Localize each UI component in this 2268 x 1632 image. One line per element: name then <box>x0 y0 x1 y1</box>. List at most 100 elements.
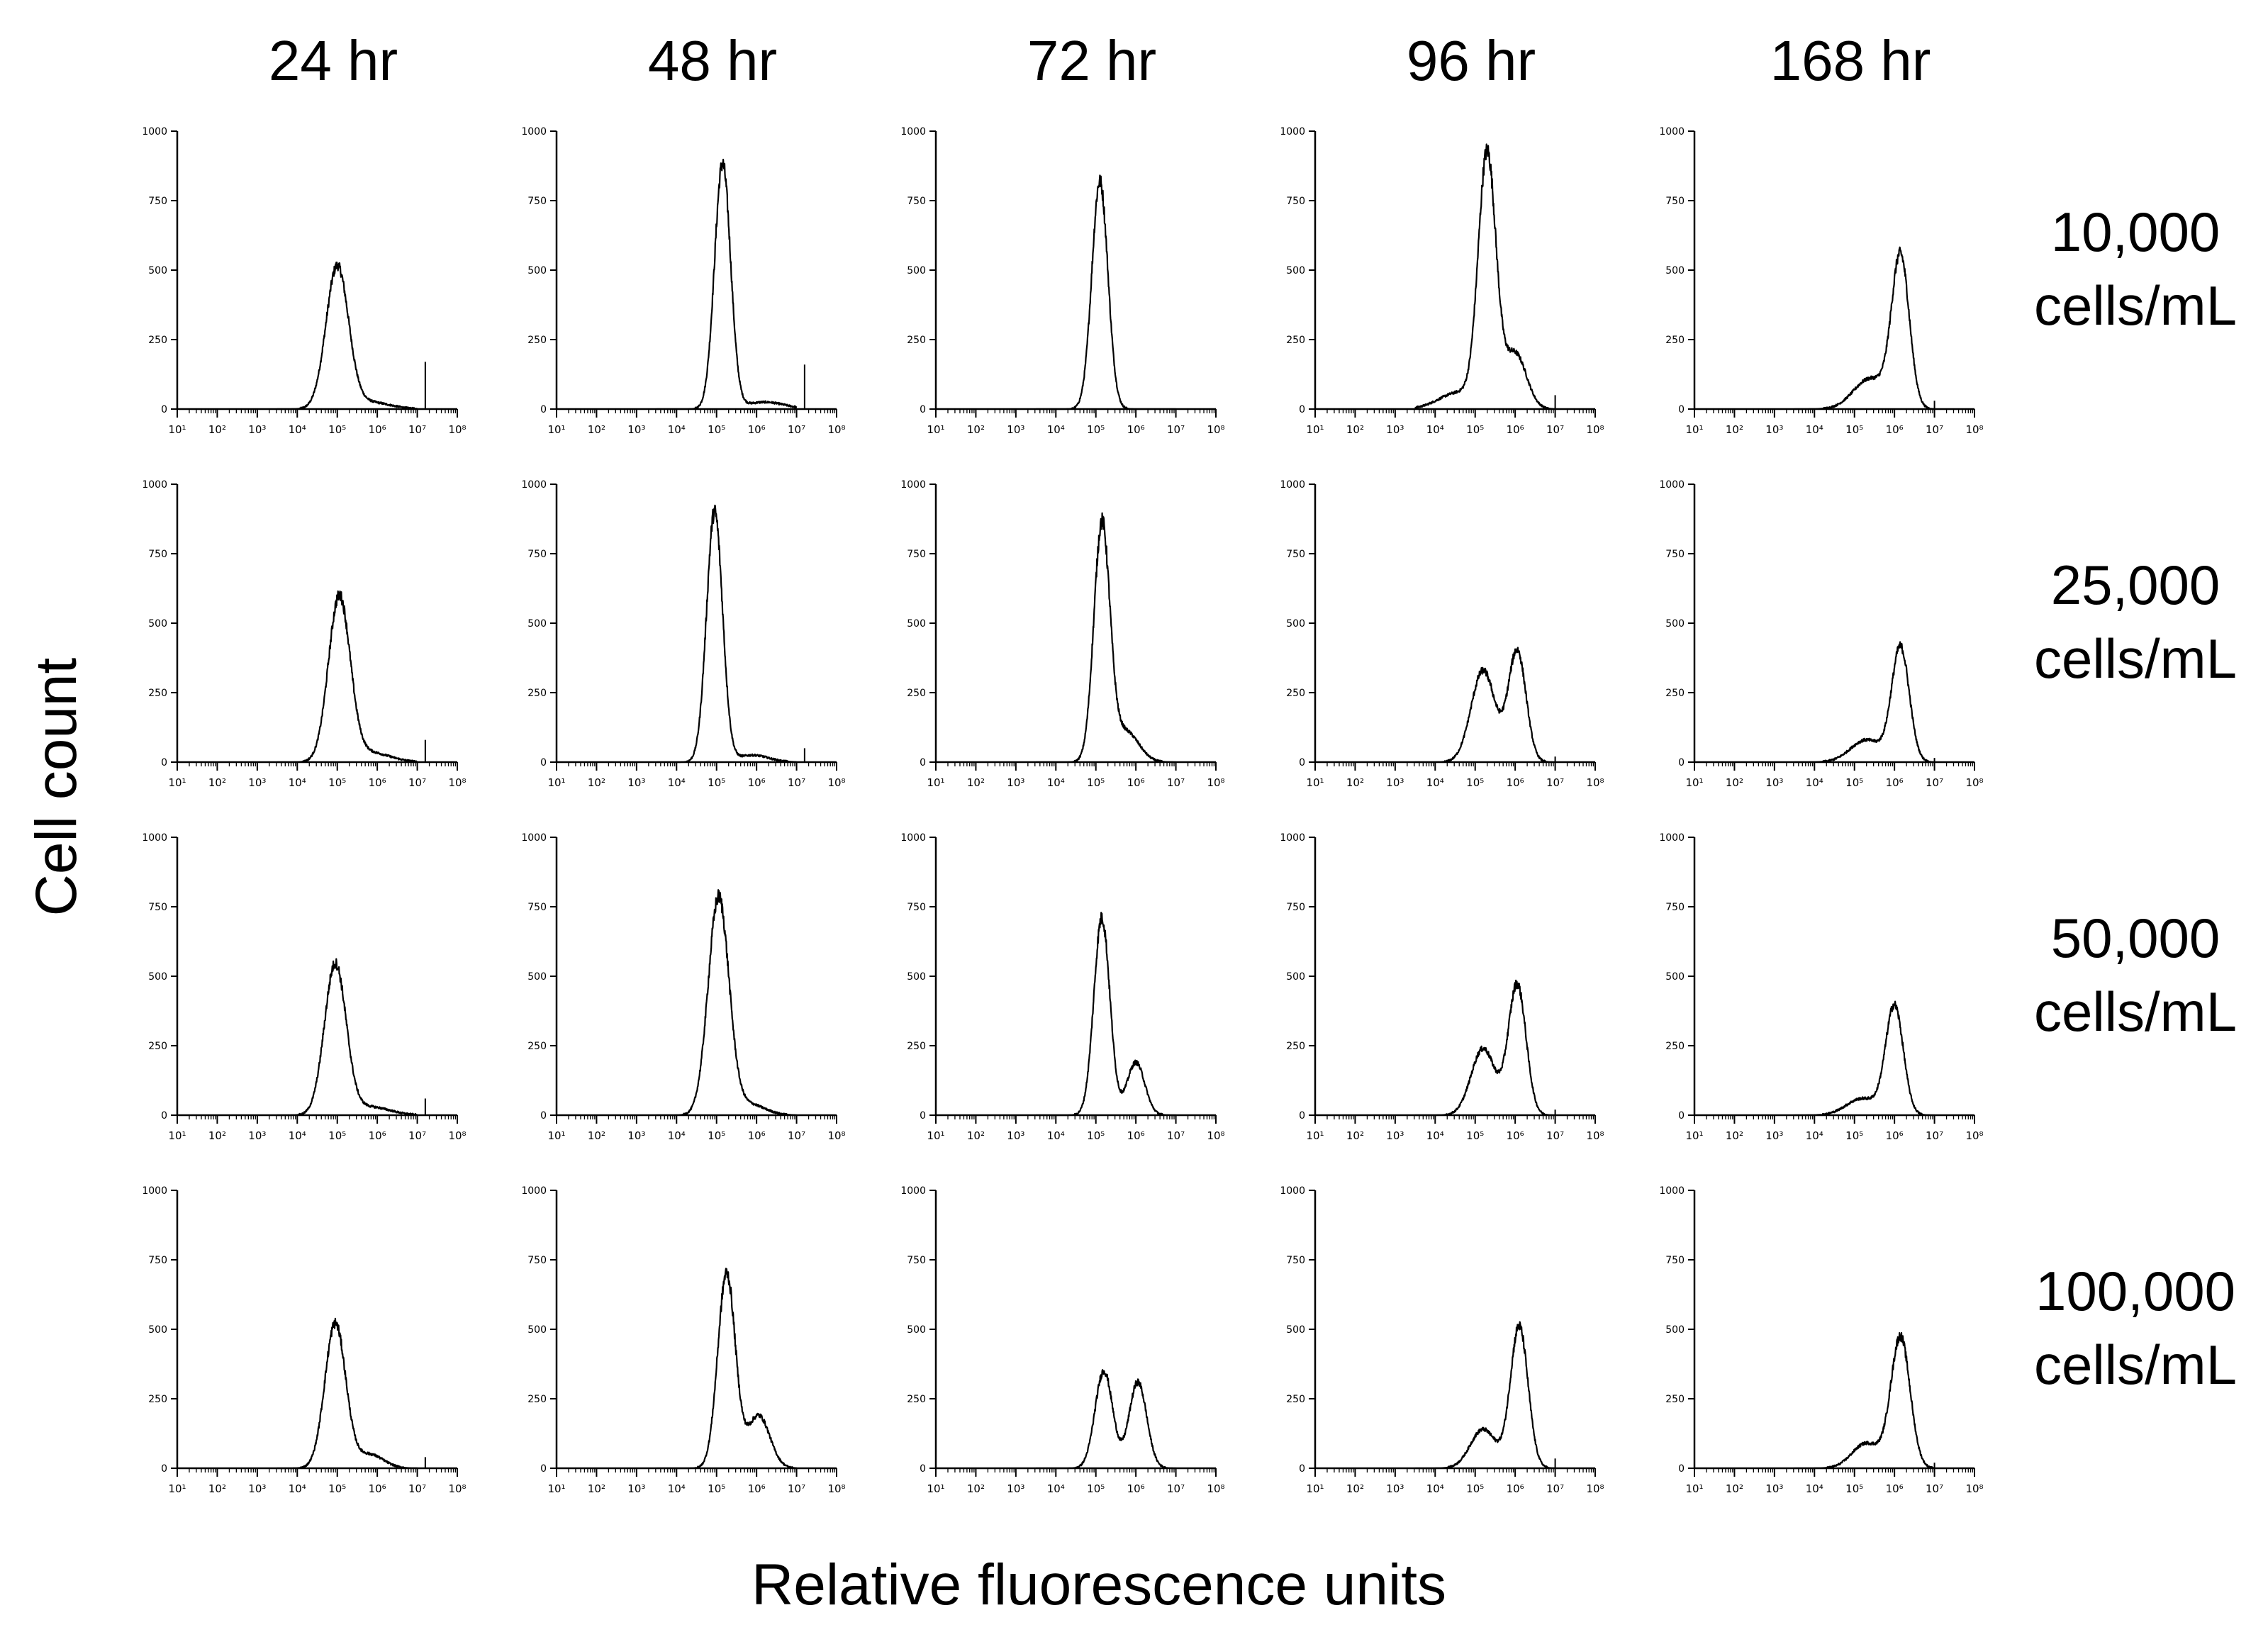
x-tick-label: 10⁵ <box>1845 423 1863 436</box>
y-tick-label: 500 <box>1286 1324 1305 1336</box>
y-tick-label: 750 <box>907 196 926 207</box>
x-tick-label: 10⁴ <box>1806 776 1823 789</box>
x-tick-label: 10⁶ <box>1886 1129 1904 1142</box>
x-tick-label: 10⁴ <box>1426 776 1444 789</box>
y-tick-label: 500 <box>907 1324 926 1336</box>
x-tick-label: 10⁸ <box>1965 423 1983 436</box>
y-tick-label: 1000 <box>900 832 926 844</box>
y-tick-label: 500 <box>148 618 167 630</box>
x-tick-label: 10⁵ <box>1087 423 1105 436</box>
x-tick-label: 10² <box>967 776 985 789</box>
x-tick-label: 10¹ <box>168 1129 186 1142</box>
x-tick-label: 10⁴ <box>668 1129 686 1142</box>
y-tick-label: 1000 <box>1659 126 1685 138</box>
y-tick-label: 1000 <box>142 126 167 138</box>
x-tick-label: 10³ <box>627 1129 645 1142</box>
row-label-50000: 50,000 cells/mL <box>1994 901 2268 1049</box>
y-tick-label: 250 <box>1286 1041 1305 1052</box>
x-tick-label: 10⁸ <box>448 423 466 436</box>
x-tick-label: 10⁴ <box>1806 1129 1823 1142</box>
histogram-curve <box>1414 143 1556 410</box>
y-tick-label: 250 <box>1286 1394 1305 1405</box>
y-tick-label: 750 <box>148 549 167 560</box>
y-tick-label: 250 <box>907 1041 926 1052</box>
x-tick-label: 10² <box>588 1129 605 1142</box>
panel-r2-c1: 0 250 500 750 1000 10¹ 10² 10³ 10⁴ 10⁵ 10⁶ 10⁷ 10⁸ <box>142 479 466 789</box>
panel-r3-c1: 0 250 500 750 1000 10¹ 10² 10³ 10⁴ 10⁵ 10⁶ 10⁷ 10⁸ <box>142 832 466 1142</box>
x-tick-label: 10⁶ <box>1886 776 1904 789</box>
y-tick-label: 750 <box>1286 549 1305 560</box>
panel-r4-c1: 0 250 500 750 1000 10¹ 10² 10³ 10⁴ 10⁵ 10⁶ 10⁷ 10⁸ <box>142 1185 466 1495</box>
x-tick-label: 10⁵ <box>328 1482 346 1495</box>
y-tick-label: 500 <box>1286 971 1305 983</box>
x-tick-label: 10² <box>588 1482 605 1495</box>
x-tick-label: 10⁴ <box>1426 1129 1444 1142</box>
x-tick-label: 10⁷ <box>788 423 805 436</box>
column-title-168hr: 168 hr <box>1770 29 1931 92</box>
y-tick-label: 750 <box>1665 1255 1685 1266</box>
y-tick-label: 500 <box>907 265 926 276</box>
x-tick-label: 10⁶ <box>748 423 766 436</box>
y-tick-label: 0 <box>161 1110 167 1122</box>
panel-r1-c4: 0 250 500 750 1000 10¹ 10² 10³ 10⁴ 10⁵ 10⁶ 10⁷ 10⁸ <box>1280 126 1604 436</box>
x-tick-label: 10⁸ <box>1965 776 1983 789</box>
y-tick-label: 1000 <box>1659 1185 1685 1197</box>
x-tick-label: 10⁷ <box>1926 423 1943 436</box>
x-tick-label: 10⁴ <box>289 1129 306 1142</box>
panel-r2-c5: 0 250 500 750 1000 10¹ 10² 10³ 10⁴ 10⁵ 10⁶ 10⁷ 10⁸ <box>1659 479 1983 789</box>
x-tick-label: 10⁸ <box>1965 1482 1983 1495</box>
x-tick-label: 10⁶ <box>1507 776 1524 789</box>
y-tick-label: 750 <box>148 902 167 913</box>
x-tick-label: 10³ <box>248 423 266 436</box>
x-tick-label: 10⁶ <box>1127 776 1145 789</box>
x-tick-label: 10⁷ <box>1167 423 1185 436</box>
histogram-curve <box>1035 912 1177 1117</box>
x-tick-label: 10⁴ <box>289 1482 306 1495</box>
y-axis-title: Cell count <box>24 657 89 917</box>
histogram-curve <box>1794 246 1935 410</box>
x-tick-label: 10⁶ <box>1886 423 1904 436</box>
x-tick-label: 10⁴ <box>1047 423 1065 436</box>
x-tick-label: 10⁶ <box>1127 1129 1145 1142</box>
y-tick-label: 500 <box>907 618 926 630</box>
x-tick-label: 10⁷ <box>408 776 426 789</box>
panel-r4-c5: 0 250 500 750 1000 10¹ 10² 10³ 10⁴ 10⁵ 10⁶ 10⁷ 10⁸ <box>1659 1185 1983 1495</box>
y-tick-label: 750 <box>527 196 547 207</box>
x-tick-label: 10³ <box>248 1129 266 1142</box>
x-tick-label: 10¹ <box>927 1482 944 1495</box>
y-tick-label: 500 <box>1665 1324 1685 1336</box>
panel-r3-c5: 0 250 500 750 1000 10¹ 10² 10³ 10⁴ 10⁵ 10⁶ 10⁷ 10⁸ <box>1659 832 1983 1142</box>
x-tick-label: 10¹ <box>927 1129 944 1142</box>
x-tick-label: 10⁸ <box>827 1129 845 1142</box>
x-tick-label: 10⁷ <box>788 1129 805 1142</box>
y-tick-label: 250 <box>527 688 547 699</box>
x-tick-label: 10⁷ <box>408 423 426 436</box>
column-title-96hr: 96 hr <box>1406 29 1536 92</box>
x-tick-label: 10⁴ <box>1806 1482 1823 1495</box>
x-tick-label: 10⁷ <box>1167 776 1185 789</box>
x-tick-label: 10¹ <box>1306 1482 1324 1495</box>
x-tick-label: 10⁸ <box>827 423 845 436</box>
histogram-curve <box>656 889 798 1117</box>
x-tick-label: 10⁶ <box>1507 1129 1524 1142</box>
y-tick-label: 1000 <box>1280 832 1305 844</box>
y-tick-label: 750 <box>907 549 926 560</box>
x-tick-label: 10¹ <box>547 1482 565 1495</box>
x-tick-label: 10⁴ <box>668 776 686 789</box>
x-tick-label: 10⁵ <box>1845 1129 1863 1142</box>
histogram-curve <box>276 958 418 1117</box>
x-axis-title: Relative fluorescence units <box>752 1553 1446 1617</box>
x-tick-label: 10¹ <box>168 423 186 436</box>
x-tick-label: 10⁸ <box>448 776 466 789</box>
x-tick-label: 10⁸ <box>827 776 845 789</box>
row-label-100000-unit: cells/mL <box>2033 1334 2238 1396</box>
x-tick-label: 10² <box>1346 776 1364 789</box>
x-tick-label: 10⁴ <box>1426 423 1444 436</box>
x-tick-label: 10³ <box>1386 1129 1404 1142</box>
histogram-curve <box>276 1317 418 1470</box>
y-tick-label: 0 <box>920 1110 926 1122</box>
y-tick-label: 250 <box>527 1394 547 1405</box>
y-tick-label: 0 <box>1299 757 1305 769</box>
histogram-curve <box>1794 641 1935 764</box>
